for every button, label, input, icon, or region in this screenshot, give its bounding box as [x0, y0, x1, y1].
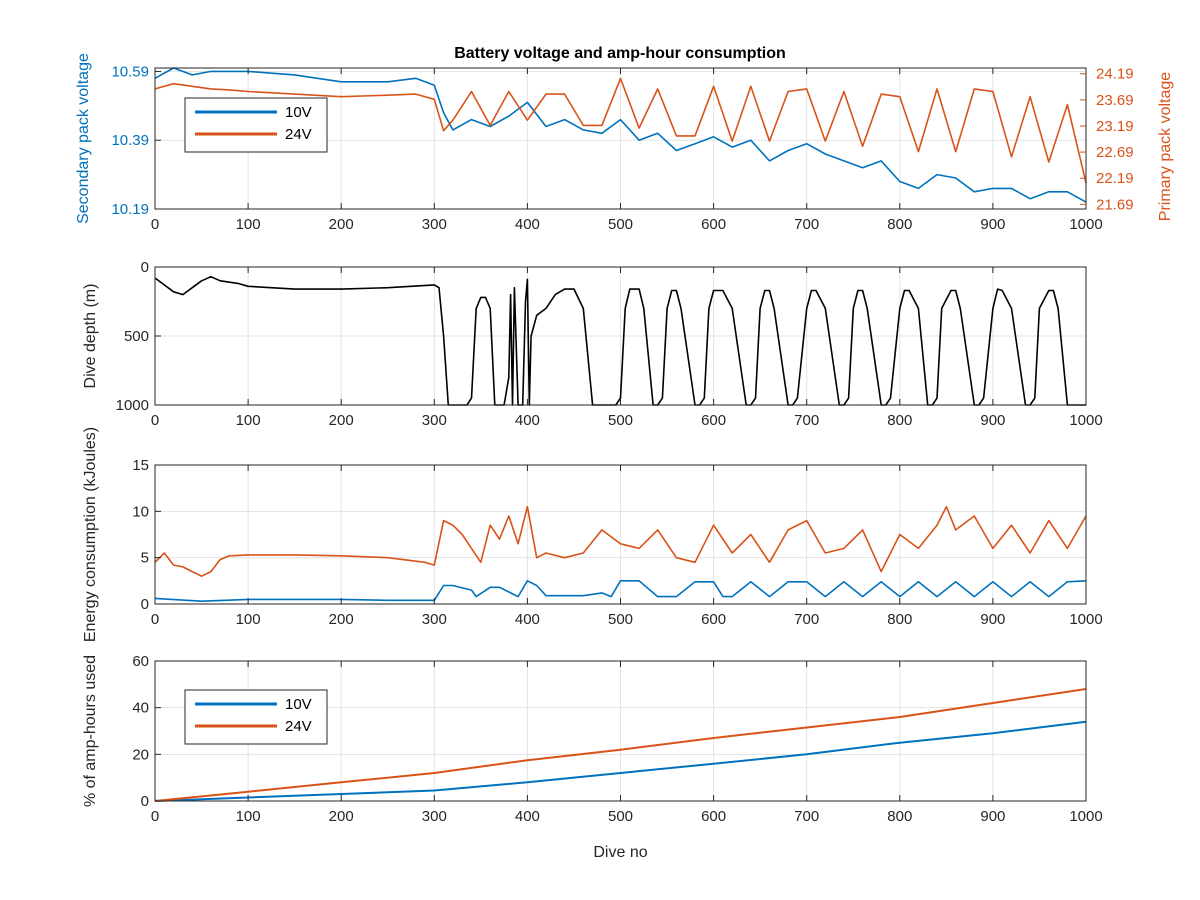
x-tick-label: 400 — [515, 412, 540, 429]
y-axis-label: Energy consumption (kJoules) — [82, 427, 99, 642]
y-axis-label: Dive depth (m) — [82, 284, 99, 389]
y-tick-label: 500 — [124, 328, 149, 345]
x-tick-label: 0 — [151, 611, 159, 628]
x-tick-label: 400 — [515, 611, 540, 628]
y-tick-label: 0 — [141, 596, 149, 613]
x-tick-label: 1000 — [1069, 808, 1102, 825]
x-tick-label: 1000 — [1069, 611, 1102, 628]
x-tick-label: 600 — [701, 216, 726, 233]
x-tick-label: 200 — [329, 216, 354, 233]
y-tick-label: 40 — [132, 700, 149, 717]
y-tick-label: 10.19 — [111, 201, 149, 218]
y-right-axis-label: Primary pack voltage — [1157, 72, 1174, 221]
y-right-tick-label: 22.69 — [1096, 144, 1134, 161]
y-right-tick-label: 22.19 — [1096, 170, 1134, 187]
series-line-24v — [154, 688, 1087, 802]
x-tick-label: 600 — [701, 611, 726, 628]
x-tick-label: 700 — [794, 216, 819, 233]
y-tick-label: 0 — [141, 793, 149, 810]
series-line-10v — [154, 67, 1087, 203]
series-line-10v — [154, 580, 1087, 602]
x-tick-label: 1000 — [1069, 216, 1102, 233]
x-tick-label: 700 — [794, 412, 819, 429]
x-tick-label: 300 — [422, 412, 447, 429]
x-tick-label: 800 — [887, 611, 912, 628]
x-tick-label: 200 — [329, 611, 354, 628]
x-tick-label: 700 — [794, 808, 819, 825]
y-right-tick-label: 24.19 — [1096, 66, 1134, 83]
x-tick-label: 400 — [515, 216, 540, 233]
x-tick-label: 200 — [329, 412, 354, 429]
y-tick-label: 5 — [141, 550, 149, 567]
x-tick-label: 500 — [608, 412, 633, 429]
y-axis-label: Secondary pack voltage — [75, 53, 92, 224]
y-tick-label: 60 — [132, 653, 149, 670]
x-tick-label: 300 — [422, 611, 447, 628]
y-tick-label: 10.59 — [111, 63, 149, 80]
series-line-24v — [154, 77, 1087, 184]
y-tick-label: 10.39 — [111, 132, 149, 149]
y-tick-label: 0 — [141, 259, 149, 276]
x-tick-label: 100 — [236, 808, 261, 825]
x-tick-label: 100 — [236, 412, 261, 429]
x-tick-label: 0 — [151, 808, 159, 825]
y-tick-label: 10 — [132, 503, 149, 520]
x-tick-label: 600 — [701, 412, 726, 429]
x-tick-label: 300 — [422, 808, 447, 825]
y-right-tick-label: 23.19 — [1096, 118, 1134, 135]
x-tick-label: 800 — [887, 412, 912, 429]
y-right-tick-label: 23.69 — [1096, 92, 1134, 109]
x-tick-label: 100 — [236, 216, 261, 233]
x-tick-label: 400 — [515, 808, 540, 825]
legend-label: 24V — [285, 126, 312, 143]
x-tick-label: 200 — [329, 808, 354, 825]
y-tick-label: 1000 — [116, 397, 149, 414]
x-axis-label: Dive no — [593, 844, 647, 861]
x-tick-label: 900 — [980, 216, 1005, 233]
legend-label: 10V — [285, 696, 312, 713]
legend-label: 10V — [285, 104, 312, 121]
x-tick-label: 500 — [608, 808, 633, 825]
x-tick-label: 300 — [422, 216, 447, 233]
x-tick-label: 700 — [794, 611, 819, 628]
x-tick-label: 0 — [151, 412, 159, 429]
legend-label: 24V — [285, 718, 312, 735]
x-tick-label: 900 — [980, 611, 1005, 628]
voltage-axes: 0 100 200 300 400 500 600 700 800 900 1000 10.19 10.… — [75, 53, 1174, 233]
y-axis-label: % of amp-hours used — [82, 655, 99, 807]
x-tick-label: 500 — [608, 216, 633, 233]
amp-hours-axes: 0 100 200 300 400 500 600 700 800 900 1000 0 20 40 60%… — [82, 653, 1103, 861]
series-line-24v — [154, 505, 1087, 577]
x-tick-label: 0 — [151, 216, 159, 233]
energy-axes: 0 100 200 300 400 500 600 700 800 900 1000 0 5 10 15 En… — [82, 427, 1103, 642]
legend-box — [184, 689, 328, 745]
y-tick-label: 20 — [132, 746, 149, 763]
chart-title: Battery voltage and amp-hour consumption — [454, 45, 786, 62]
y-tick-label: 15 — [132, 457, 149, 474]
x-tick-label: 900 — [980, 412, 1005, 429]
x-tick-label: 800 — [887, 216, 912, 233]
x-tick-label: 500 — [608, 611, 633, 628]
x-tick-label: 100 — [236, 611, 261, 628]
depth-axes: 0 100 200 300 400 500 600 700 800 900 100005001000… — [82, 259, 1103, 429]
x-tick-label: 900 — [980, 808, 1005, 825]
series-line-10v — [154, 720, 1087, 802]
x-tick-label: 600 — [701, 808, 726, 825]
legend-box — [184, 97, 328, 153]
x-tick-label: 1000 — [1069, 412, 1102, 429]
x-tick-label: 800 — [887, 808, 912, 825]
y-right-tick-label: 21.69 — [1096, 196, 1134, 213]
